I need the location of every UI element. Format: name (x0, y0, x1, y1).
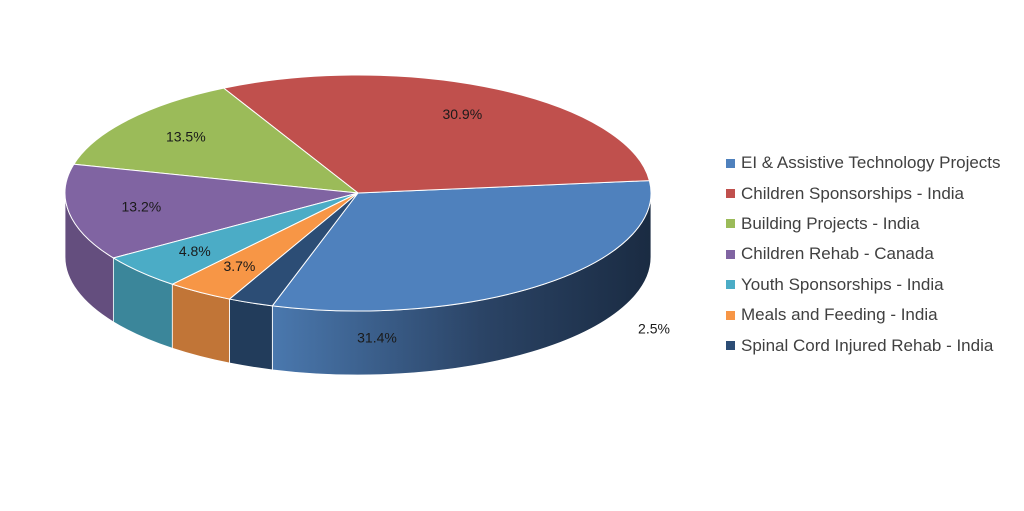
pie-slice-0 (271, 180, 652, 312)
legend-swatch (726, 280, 735, 290)
legend-label: Children Rehab - Canada (741, 244, 934, 264)
legend-item: Youth Sponsorships - India (726, 270, 1001, 300)
legend-label: EI & Assistive Technology Projects (741, 153, 1001, 173)
pie-slice-3 (64, 163, 359, 259)
legend-item: Spinal Cord Injured Rehab - India (726, 330, 1001, 360)
data-label-3: 13.2% (122, 199, 162, 215)
legend-label: Spinal Cord Injured Rehab - India (741, 335, 994, 355)
legend-label: Youth Sponsorships - India (741, 274, 944, 294)
legend-swatch (726, 189, 735, 199)
legend-swatch (726, 341, 735, 351)
legend-swatch (726, 219, 735, 229)
legend-label: Children Sponsorships - India (741, 183, 965, 203)
legend-item: EI & Assistive Technology Projects (726, 148, 1001, 178)
legend-swatch (726, 310, 735, 320)
legend-item: Children Rehab - Canada (726, 239, 1001, 269)
data-label-6: 2.5% (638, 321, 670, 337)
legend-label: Meals and Feeding - India (741, 305, 938, 325)
legend-label: Building Projects - India (741, 213, 920, 233)
pie-slice-6 (228, 192, 359, 307)
legend-swatch (726, 249, 735, 259)
legend-item: Children Sponsorships - India (726, 178, 1001, 208)
legend-swatch (726, 158, 735, 168)
legend-item: Building Projects - India (726, 209, 1001, 239)
chart-legend: EI & Assistive Technology Projects Childr… (726, 148, 1001, 361)
pie-slice-2 (73, 87, 360, 194)
data-label-1: 30.9% (442, 106, 482, 122)
pie-slice-1 (222, 74, 651, 194)
pie-slice-side-6 (229, 298, 273, 371)
legend-item: Meals and Feeding - India (726, 300, 1001, 330)
data-label-4: 4.8% (179, 243, 211, 259)
data-label-2: 13.5% (166, 129, 206, 145)
data-label-0: 31.4% (357, 330, 397, 346)
data-label-5: 3.7% (223, 258, 255, 274)
